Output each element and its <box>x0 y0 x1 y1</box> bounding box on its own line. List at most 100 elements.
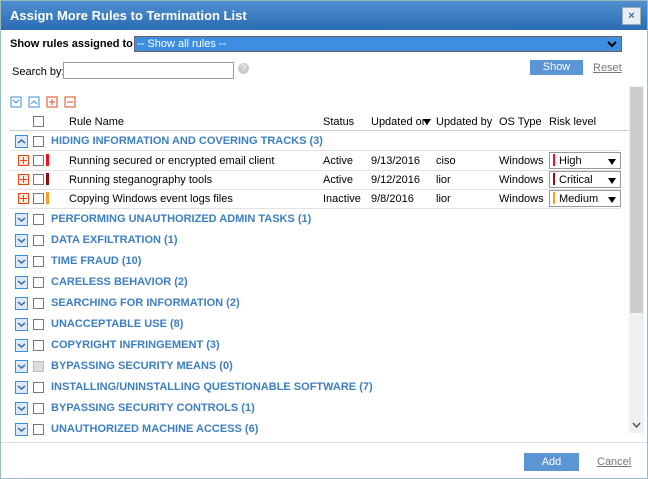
rule-os: Windows <box>499 174 544 186</box>
select-arrow <box>608 176 616 184</box>
rule-status: Inactive <box>323 193 361 205</box>
rule-updated-on: 9/13/2016 <box>371 155 420 167</box>
show-button[interactable]: Show <box>530 60 583 75</box>
select-arrow <box>608 195 616 203</box>
scroll-down[interactable] <box>630 420 643 430</box>
table-header-bg <box>9 112 629 131</box>
rules-select[interactable] <box>134 36 622 52</box>
group-name[interactable]: UNAUTHORIZED MACHINE ACCESS (6) <box>51 423 259 435</box>
checkbox[interactable] <box>33 382 44 393</box>
toolbar <box>10 96 76 108</box>
rule-updated-on: 9/12/2016 <box>371 174 420 186</box>
rule-name: Running secured or encrypted email clien… <box>69 155 275 167</box>
risk-level: High <box>559 155 582 167</box>
separator <box>9 189 621 190</box>
risk-marker <box>46 173 49 185</box>
risk-select[interactable] <box>549 152 621 169</box>
search-input[interactable] <box>63 62 234 79</box>
checkbox[interactable] <box>33 361 44 372</box>
rule-updated-by: lior <box>436 193 451 205</box>
rule-name: Copying Windows event logs files <box>69 193 233 205</box>
checkbox[interactable] <box>33 155 44 166</box>
checkbox[interactable] <box>33 235 44 246</box>
checkbox[interactable] <box>33 214 44 225</box>
expand-icon[interactable] <box>18 155 29 166</box>
separator <box>9 170 621 171</box>
checkbox[interactable] <box>33 298 44 309</box>
reset-link[interactable]: Reset <box>593 62 622 74</box>
toggle-icon[interactable] <box>15 297 28 310</box>
risk-marker <box>46 154 49 166</box>
checkbox[interactable] <box>33 319 44 330</box>
toggle-icon[interactable] <box>15 339 28 352</box>
select-value: -- Show all rules -- <box>137 38 227 50</box>
rules-table: Rule Name Status Updated on Updated by OS Ty… <box>9 112 629 442</box>
add-button[interactable]: Add <box>524 453 579 471</box>
cancel-link[interactable]: Cancel <box>597 456 632 468</box>
toggle-icon[interactable] <box>15 276 28 289</box>
column-header: OS Type <box>499 116 542 128</box>
expand-icon[interactable] <box>18 193 29 204</box>
checkbox[interactable] <box>33 116 44 127</box>
checkbox[interactable] <box>33 340 44 351</box>
close-button[interactable]: × <box>622 7 641 25</box>
filter-label: Show rules assigned to <box>10 38 133 50</box>
checkbox[interactable] <box>33 193 44 204</box>
risk-color <box>553 154 555 166</box>
checkbox[interactable] <box>33 403 44 414</box>
title-bar <box>1 1 647 30</box>
expand-icon[interactable] <box>18 174 29 185</box>
search-label: Search by: <box>12 66 65 78</box>
checkbox[interactable] <box>33 277 44 288</box>
risk-color <box>553 173 555 185</box>
rule-os: Windows <box>499 193 544 205</box>
toggle-icon[interactable] <box>15 255 28 268</box>
column-header: Updated on <box>371 116 428 128</box>
risk-level: Critical <box>559 174 593 186</box>
checkbox[interactable] <box>33 424 44 435</box>
footer-divider <box>1 442 647 443</box>
risk-select[interactable] <box>549 190 621 207</box>
group-name[interactable]: INSTALLING/UNINSTALLING QUESTIONABLE SOF… <box>51 381 373 393</box>
group-name[interactable]: CARELESS BEHAVIOR (2) <box>51 276 188 288</box>
column-header: Risk level <box>549 116 597 128</box>
toggle-icon[interactable] <box>15 360 28 373</box>
toggle-icon[interactable] <box>15 135 28 148</box>
checkbox[interactable] <box>33 256 44 267</box>
separator <box>9 208 621 209</box>
toggle-icon[interactable] <box>15 213 28 226</box>
group-name[interactable]: DATA EXFILTRATION (1) <box>51 234 178 246</box>
toggle-icon[interactable] <box>15 234 28 247</box>
scroll-thumb[interactable] <box>630 87 643 313</box>
group-name[interactable]: SEARCHING FOR INFORMATION (2) <box>51 297 240 309</box>
toggle-icon[interactable] <box>15 381 28 394</box>
group-name[interactable]: UNACCEPTABLE USE (8) <box>51 318 184 330</box>
group-name[interactable]: COPYRIGHT INFRINGEMENT (3) <box>51 339 220 351</box>
rule-status: Active <box>323 155 353 167</box>
rule-updated-on: 9/8/2016 <box>371 193 414 205</box>
select-arrow <box>607 41 617 48</box>
toggle-icon[interactable] <box>15 318 28 331</box>
column-header: Rule Name <box>69 116 125 128</box>
rule-updated-by: lior <box>436 174 451 186</box>
toggle-icon[interactable] <box>15 423 28 436</box>
group-name[interactable]: PERFORMING UNAUTHORIZED ADMIN TASKS (1) <box>51 213 312 225</box>
rule-status: Active <box>323 174 353 186</box>
risk-select[interactable] <box>549 171 621 188</box>
checkbox[interactable] <box>33 174 44 185</box>
group-name[interactable]: HIDING INFORMATION AND COVERING TRACKS (… <box>51 135 323 147</box>
help-icon[interactable]: ? <box>238 63 249 74</box>
column-header: Updated by <box>436 116 493 128</box>
risk-marker <box>46 192 49 204</box>
group-name[interactable]: BYPASSING SECURITY CONTROLS (1) <box>51 402 255 414</box>
group-name[interactable]: BYPASSING SECURITY MEANS (0) <box>51 360 233 372</box>
group-name[interactable]: TIME FRAUD (10) <box>51 255 142 267</box>
checkbox[interactable] <box>33 136 44 147</box>
sort-arrow <box>423 117 431 125</box>
risk-color <box>553 192 555 204</box>
rule-name: Running steganography tools <box>69 174 213 186</box>
rule-updated-by: ciso <box>436 155 456 167</box>
select-arrow <box>608 157 616 165</box>
toggle-icon[interactable] <box>15 402 28 415</box>
